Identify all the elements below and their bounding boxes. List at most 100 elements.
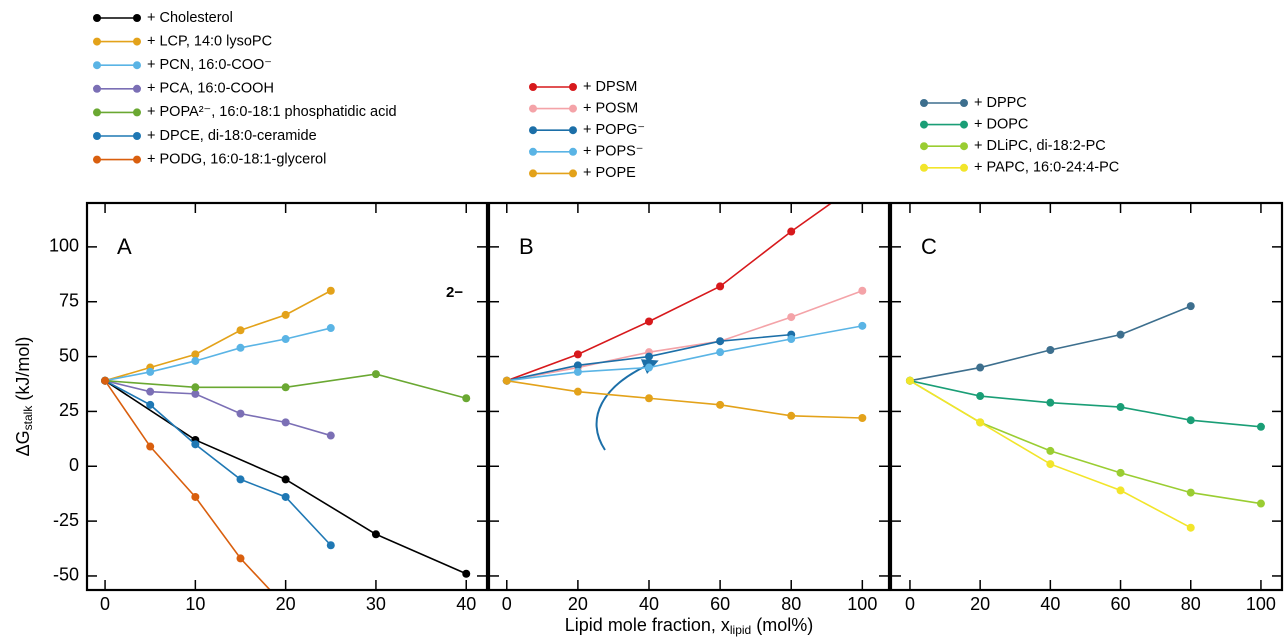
legend-dot [920,142,928,151]
data-point [371,370,380,379]
x-tick-label: 60 [1111,594,1131,614]
data-point [191,492,200,501]
legend-dot [133,14,141,22]
data-point [146,387,155,396]
series-line [506,325,863,382]
legend-label: + POPE [583,165,636,181]
series-line [104,379,332,546]
x-tick-label: 0 [502,594,512,614]
legend-dot [569,147,577,156]
legend-dot [529,104,537,113]
x-tick-label: 80 [781,594,801,614]
legend-label: + DOPC [974,116,1028,132]
legend-dot [529,126,537,135]
annotation: 2− [446,284,463,301]
data-point [1046,398,1055,407]
legend-dot [529,169,537,178]
legend-dot [920,120,928,129]
data-point [462,394,471,403]
data-point [281,383,290,392]
data-point [101,376,110,385]
legend-label: + DPCE, di-18:0-ceramide [147,128,317,144]
data-point [281,492,290,501]
x-tick-label: 10 [185,594,205,614]
legend-label: + Cholesterol [147,10,233,26]
data-point [1046,446,1055,455]
legend-label: + PCA, 16:0-COOH [147,81,274,97]
series-line [104,379,332,437]
legend-dot [133,61,141,70]
data-point [146,400,155,409]
y-tick-label: 0 [69,455,79,475]
data-point [976,392,985,401]
y-tick-label: 50 [59,345,79,365]
panel-label: C [921,234,937,259]
legend-label: + PCN, 16:0-COO⁻ [147,57,272,73]
data-point [976,363,985,372]
legend-dot [133,37,141,46]
legend-dot [133,84,141,93]
data-point [645,363,653,372]
legend-dot [569,104,577,113]
x-label-unit: (mol%) [756,615,813,635]
y-tick-label: -25 [53,510,79,530]
legend-label: + DPSM [583,79,637,95]
series-line [909,380,1262,505]
data-point [236,343,245,352]
legend-dot [93,84,101,93]
y-axis-label: ΔGstalk (kJ/mol) [13,337,35,457]
x-label-sub: lipid [730,623,751,637]
data-point [645,317,653,326]
data-point [573,367,582,376]
legend-dot [93,14,101,22]
data-point [787,411,796,420]
legend-dot [133,155,141,164]
series-line [909,379,1262,428]
data-point [236,326,245,335]
data-point [1256,499,1265,508]
x-tick-label: 20 [970,594,990,614]
x-tick-label: 0 [100,594,110,614]
series-line [506,379,863,419]
y-label-unit: (kJ/mol) [13,337,33,401]
y-tick-label: 100 [49,236,79,256]
data-point [1116,468,1125,477]
data-point [146,442,155,451]
data-point [326,541,335,550]
frame [85,201,489,592]
data-point [236,554,245,563]
plot-area [502,203,867,422]
data-point [236,475,245,484]
legend-label: + DPPC [974,95,1027,111]
x-tick-label: 40 [456,594,476,614]
legend-dot [93,37,101,46]
legend-dot [529,83,537,91]
data-point [1116,330,1125,339]
legend-dot [93,61,101,70]
series-line [506,290,863,382]
legend-label: + PODG, 16:0-18:1-glycerol [147,151,326,167]
data-point [645,352,653,361]
legend-label: + LCP, 14:0 lysoPC [147,33,272,49]
x-tick-label: 40 [639,594,659,614]
x-tick-label: 60 [710,594,730,614]
frame [487,201,891,592]
series-line [104,327,331,382]
data-point [1046,460,1055,469]
panel-label: B [519,234,534,259]
data-point [502,376,511,385]
data-point [281,310,290,319]
legend-dot [529,147,537,156]
x-tick-label: 80 [1181,594,1201,614]
data-point [976,418,985,427]
legend-label: + POSM [583,100,638,116]
data-point [1186,523,1195,532]
series-line [909,305,1192,382]
arrow [595,359,659,451]
x-tick-label: 40 [1040,594,1060,614]
data-point [191,350,200,359]
series-line [104,290,332,382]
plot-area [905,302,1265,532]
legend-dot [960,120,968,129]
